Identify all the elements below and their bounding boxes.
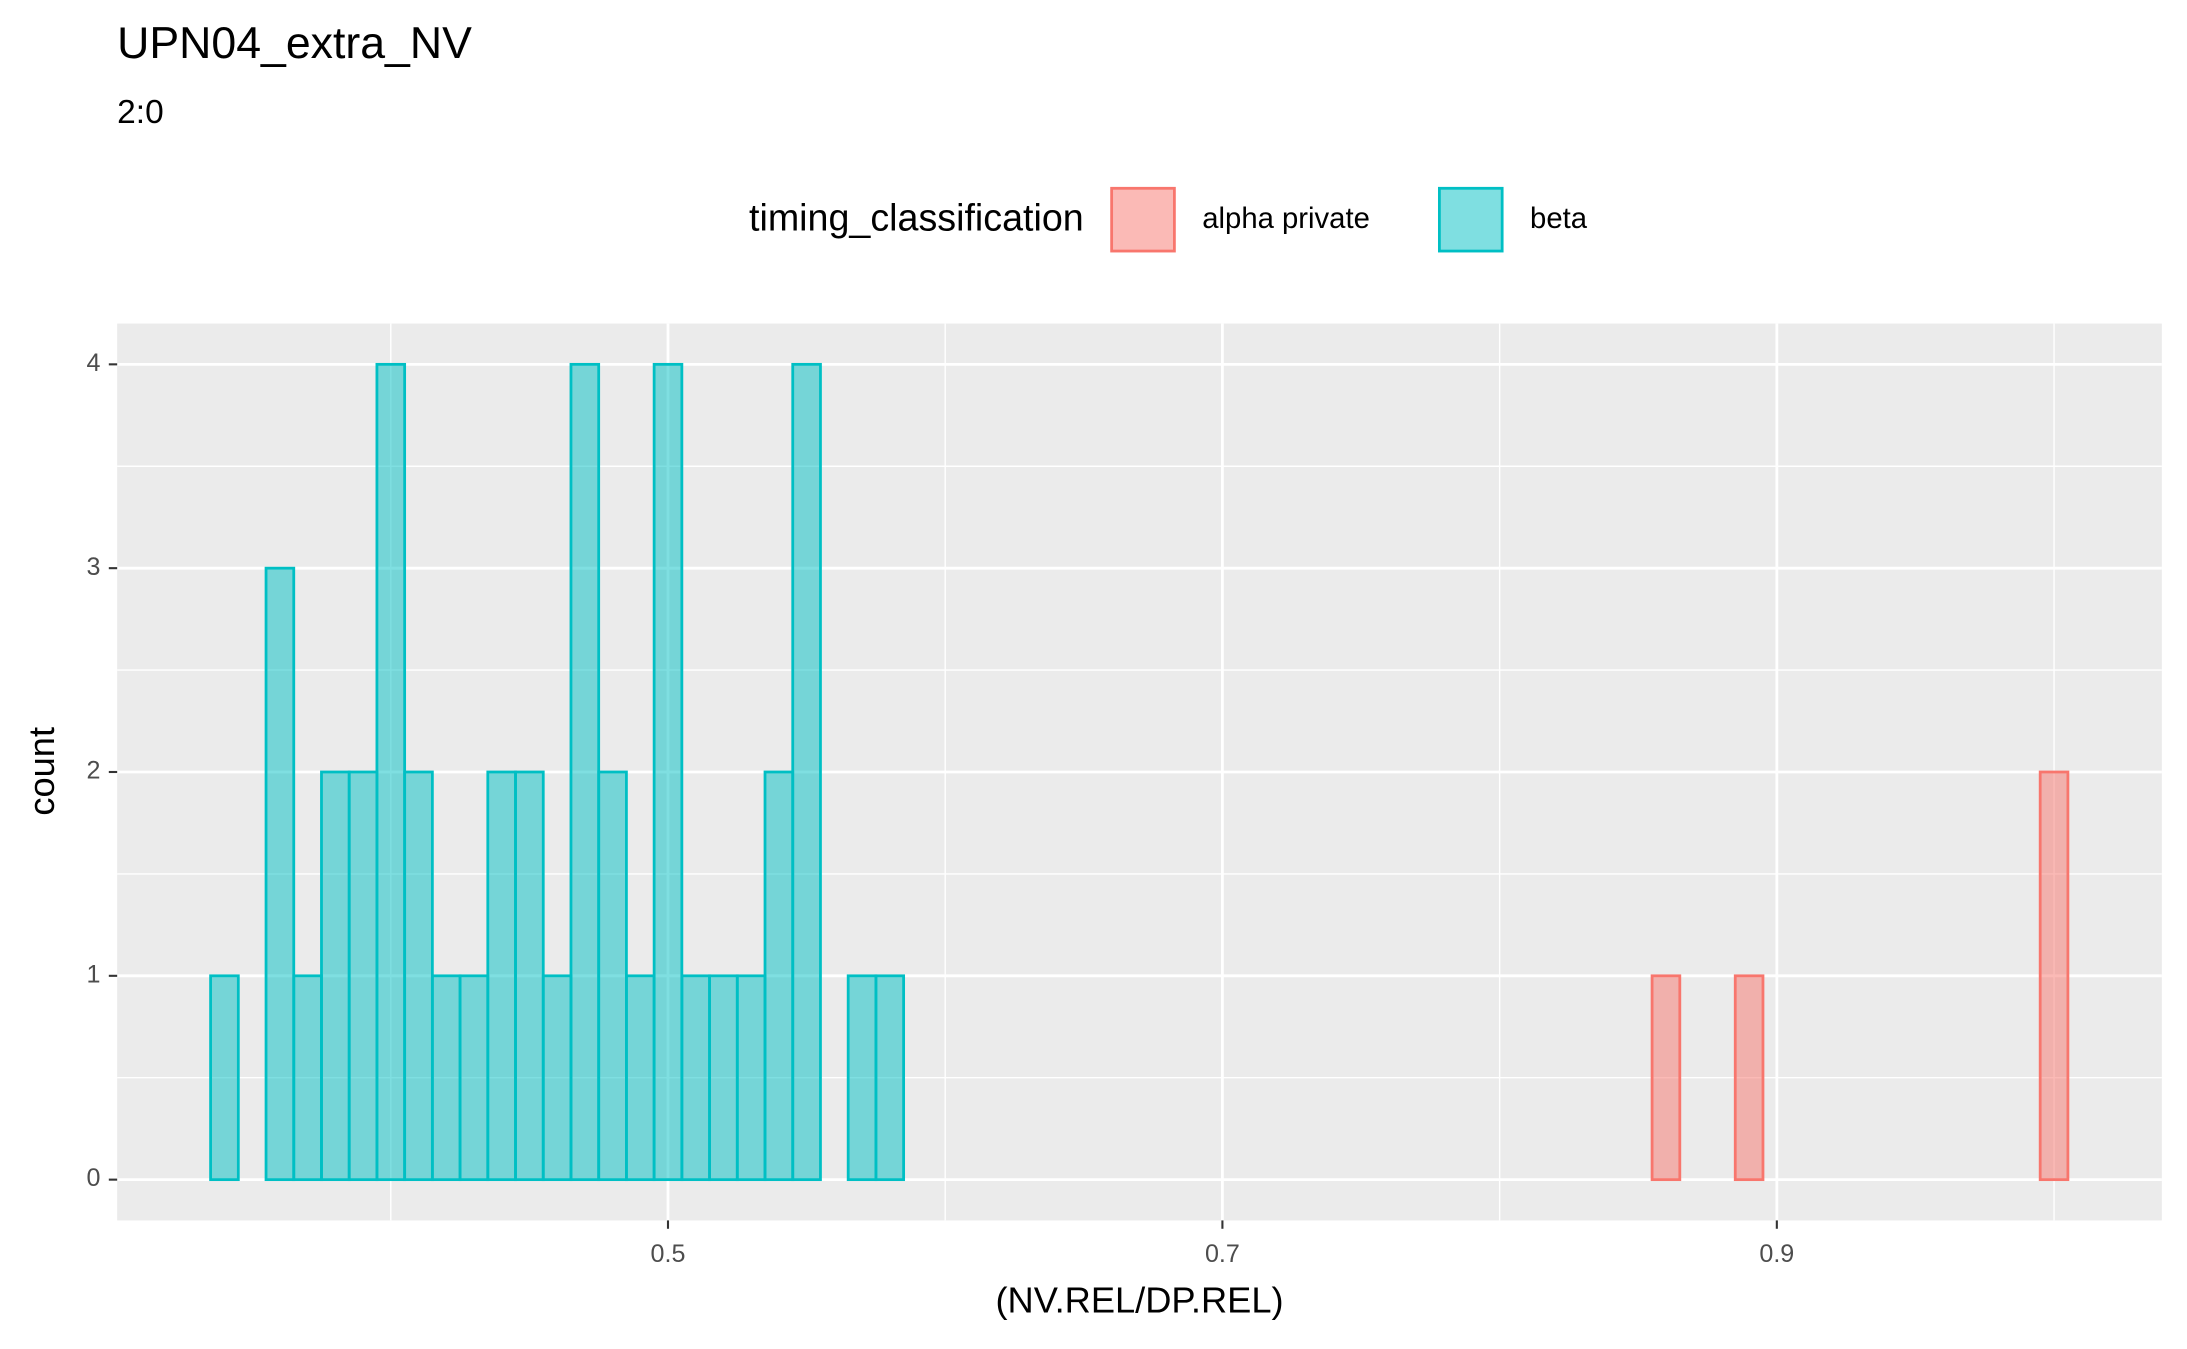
- histogram-bar: [486, 770, 517, 1182]
- chart-title: UPN04_extra_NV: [117, 19, 472, 68]
- y-axis-label: count: [21, 727, 62, 816]
- histogram-bar: [735, 974, 767, 1182]
- histogram-bar: [292, 974, 323, 1182]
- histogram-bar: [763, 770, 795, 1182]
- histogram-bar: [597, 770, 628, 1182]
- histogram-bar: [458, 974, 490, 1182]
- histogram-bar: [708, 974, 739, 1182]
- x-tick-label: 0.7: [1205, 1240, 1240, 1268]
- y-tick-label: 4: [86, 349, 100, 377]
- bars: [209, 362, 2070, 1182]
- legend: alpha private beta: [1110, 186, 1588, 253]
- legend-swatch: [1438, 186, 1504, 253]
- x-tick-label: 0.9: [1759, 1240, 1794, 1268]
- x-axis-label: (NV.REL/DP.REL): [995, 1279, 1283, 1320]
- legend-title: timing_classification: [749, 196, 1084, 238]
- histogram-bar: [541, 974, 573, 1182]
- histogram-bar: [514, 770, 545, 1182]
- legend-swatch: [1110, 186, 1176, 253]
- histogram-bar: [680, 974, 711, 1182]
- histogram-bar: [430, 974, 462, 1182]
- histogram-bar: [791, 362, 822, 1182]
- legend-label: beta: [1530, 202, 1588, 235]
- x-tick-label: 0.5: [651, 1240, 686, 1268]
- histogram-bar: [846, 974, 878, 1182]
- histogram-bar: [652, 362, 684, 1182]
- histogram-bar: [2038, 770, 2070, 1182]
- histogram-bar: [1650, 974, 1682, 1182]
- histogram-bar: [625, 974, 656, 1182]
- histogram-bar: [209, 974, 240, 1182]
- y-tick-label: 2: [86, 757, 100, 785]
- chart-subtitle: 2:0: [117, 94, 164, 131]
- y-tick-label: 0: [86, 1164, 100, 1192]
- y-tick-label: 1: [86, 960, 100, 988]
- histogram-bar: [874, 974, 906, 1182]
- histogram-bar: [320, 770, 351, 1182]
- histogram-bar: [375, 362, 407, 1182]
- histogram-bar: [569, 362, 601, 1182]
- histogram-bar: [264, 566, 296, 1182]
- y-tick-label: 3: [86, 553, 100, 581]
- legend-label: alpha private: [1202, 202, 1370, 235]
- histogram-bar: [403, 770, 434, 1182]
- histogram-bar: [347, 770, 379, 1182]
- histogram-bar: [1733, 974, 1765, 1182]
